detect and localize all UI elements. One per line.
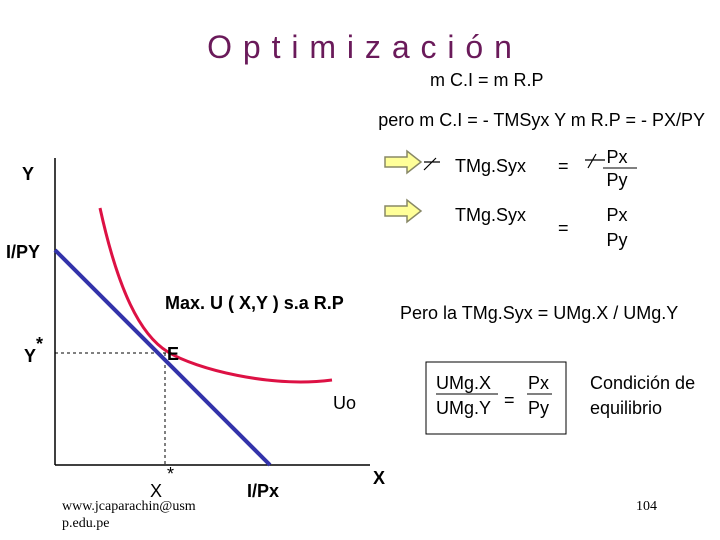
box-den: UMg.Y — [436, 398, 491, 418]
box — [425, 361, 567, 435]
guide-lines — [55, 352, 168, 465]
arrow — [384, 149, 423, 224]
not-equal-mark — [585, 153, 605, 169]
budget-line — [53, 248, 272, 467]
row-den: Py — [606, 170, 627, 190]
x-intercept: I/Px — [247, 481, 279, 501]
y-axis-label: Y — [22, 164, 34, 184]
point-label: E — [167, 344, 179, 364]
curve-label: Uo — [333, 393, 356, 413]
footer: www.jcaparachin@usm — [62, 499, 196, 514]
y-intercept: I/PY — [6, 242, 40, 262]
star: * — [167, 464, 174, 484]
note: equilibrio — [590, 398, 662, 418]
axes — [54, 158, 370, 466]
y-star: Y — [24, 346, 36, 366]
not-equal-mark — [423, 157, 440, 171]
x-star: X — [150, 481, 162, 501]
row-num: Px — [606, 147, 627, 167]
page-number: 104 — [636, 499, 657, 514]
row-num: Px — [606, 205, 627, 225]
equation: m C.I = m R.P — [430, 70, 544, 90]
box-eq: = — [504, 390, 515, 410]
box-den: Py — [528, 398, 549, 418]
box-num: UMg.X — [436, 373, 491, 393]
title: O p t i m i z a c i ó n — [207, 29, 513, 65]
row-lhs: TMg.Syx — [455, 156, 526, 176]
row-eq: = — [558, 218, 569, 238]
row-eq: = — [558, 156, 569, 176]
box-num: Px — [528, 373, 549, 393]
note: Condición de — [590, 373, 695, 393]
star: * — [36, 334, 43, 354]
indifference-curve — [98, 207, 333, 384]
footer: p.edu.pe — [62, 516, 109, 531]
condition: pero m C.I = - TMSyx Y m R.P = - PX/PY — [378, 110, 705, 130]
row-lhs: TMg.Syx — [455, 205, 526, 225]
row-den: Py — [606, 230, 627, 250]
problem: Max. U ( X,Y ) s.a R.P — [165, 293, 344, 313]
x-axis-label: X — [373, 468, 385, 488]
statement: Pero la TMg.Syx = UMg.X / UMg.Y — [400, 303, 678, 323]
